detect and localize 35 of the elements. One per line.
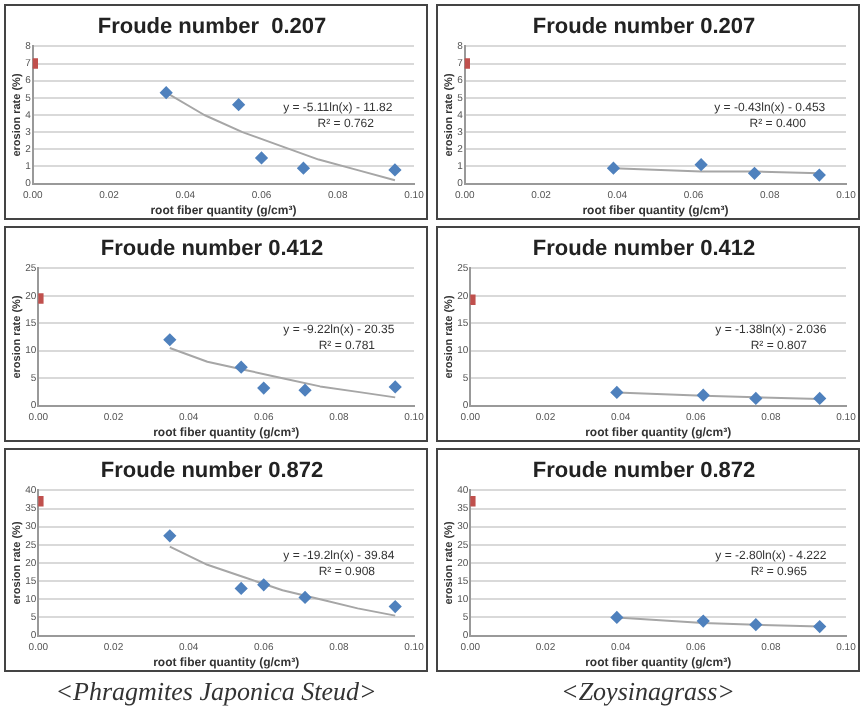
point <box>389 380 402 394</box>
chart-title: Froude number 0.872 <box>100 459 324 484</box>
point <box>694 158 708 171</box>
point <box>298 384 312 397</box>
text: <Phragmites Japonica Steud> <box>53 676 379 708</box>
point <box>697 388 710 402</box>
point <box>749 618 763 631</box>
point <box>232 98 245 111</box>
chart-title: Froude number 0.207 <box>97 15 327 40</box>
point <box>813 168 826 182</box>
point <box>610 386 624 399</box>
point <box>255 151 268 165</box>
point <box>389 600 402 613</box>
point <box>257 381 270 395</box>
chart-title: Froude number 0.207 <box>532 15 756 40</box>
point <box>163 333 177 346</box>
text: <Zoysinagrass> <box>559 676 737 708</box>
point <box>813 392 826 405</box>
point <box>163 529 177 542</box>
point <box>388 163 402 177</box>
chart-title: Froude number 0.412 <box>532 237 756 262</box>
point <box>610 611 624 624</box>
point <box>697 614 710 628</box>
point <box>298 591 312 604</box>
chart-title: Froude number 0.872 <box>532 459 756 484</box>
point <box>297 161 310 175</box>
point <box>257 578 270 591</box>
point <box>607 161 620 175</box>
point <box>749 392 763 405</box>
point <box>234 360 248 374</box>
point <box>813 620 826 633</box>
chart-title: Froude number 0.412 <box>100 237 324 262</box>
point <box>160 86 173 99</box>
point <box>748 167 761 180</box>
point <box>234 582 248 595</box>
